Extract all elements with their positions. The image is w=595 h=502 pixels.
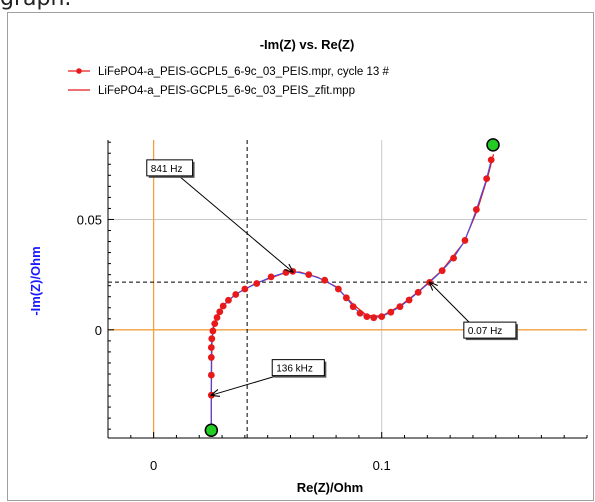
chart-title: -Im(Z) vs. Re(Z) xyxy=(260,37,355,52)
data-point xyxy=(207,344,215,351)
data-point xyxy=(487,156,495,164)
data-point xyxy=(207,354,215,361)
data-point xyxy=(387,308,395,316)
data-point xyxy=(450,254,457,262)
data-point xyxy=(370,314,378,322)
data-point xyxy=(207,371,215,379)
x-tick-label: 0.1 xyxy=(373,458,391,473)
plot-area: 0 0.1 0 0.05 841 Hz 0.07 Hz 136 kHz xyxy=(77,138,588,473)
data-point xyxy=(225,296,232,304)
annotation-box xyxy=(271,359,325,377)
caption-text: graph. xyxy=(0,0,71,11)
chart-frame: -Im(Z) vs. Re(Z) LiFePO4-a_PEIS-GCPL5_6-… xyxy=(7,12,594,501)
data-point xyxy=(414,288,422,296)
annotation-arrow xyxy=(178,175,293,272)
data-point xyxy=(461,237,469,244)
y-tick-label: 0 xyxy=(95,323,102,338)
data-point xyxy=(438,267,446,275)
legend-label-data: LiFePO4-a_PEIS-GCPL5_6-9c_03_PEIS.mpr, c… xyxy=(98,66,389,78)
x-axis-label: Re(Z)/Ohm xyxy=(297,480,363,495)
data-point xyxy=(253,280,261,287)
data-point xyxy=(241,285,249,293)
annotation-box xyxy=(146,159,194,177)
y-axis-label: -Im(Z)/Ohm xyxy=(28,246,43,315)
data-point xyxy=(356,309,364,317)
annotation-label: 841 Hz xyxy=(151,164,183,175)
data-point xyxy=(216,308,224,316)
y-tick-label: 0.05 xyxy=(77,212,102,227)
annotation-label: 0.07 Hz xyxy=(468,326,502,337)
data-series-line xyxy=(210,159,492,431)
legend: LiFePO4-a_PEIS-GCPL5_6-9c_03_PEIS.mpr, c… xyxy=(68,66,389,97)
data-point xyxy=(405,296,413,304)
annotation-box xyxy=(463,321,517,339)
data-point xyxy=(334,285,342,293)
endpoint-marker xyxy=(204,423,219,438)
data-point xyxy=(321,276,329,284)
legend-swatch-data-marker xyxy=(76,68,82,74)
annotation-arrow xyxy=(430,282,470,323)
data-point xyxy=(342,294,350,302)
fit-series-line xyxy=(210,154,495,430)
data-point xyxy=(289,267,297,275)
data-point xyxy=(208,335,216,343)
data-point xyxy=(211,320,219,328)
annotation-label: 136 kHz xyxy=(276,364,313,375)
data-point xyxy=(267,273,275,281)
data-point xyxy=(363,313,371,320)
legend-label-fit: LiFePO4-a_PEIS-GCPL5_6-9c_03_PEIS_zfit.m… xyxy=(98,85,355,97)
data-point xyxy=(282,269,290,276)
data-point xyxy=(396,303,404,311)
data-point xyxy=(219,302,227,310)
data-point xyxy=(349,303,357,311)
impedance-chart: -Im(Z) vs. Re(Z) LiFePO4-a_PEIS-GCPL5_6-… xyxy=(28,37,588,495)
data-point xyxy=(483,175,491,183)
endpoint-marker xyxy=(486,138,500,152)
data-point xyxy=(472,206,480,213)
data-point xyxy=(209,327,217,335)
data-point xyxy=(232,291,240,298)
x-tick-label: 0 xyxy=(150,458,157,473)
data-point xyxy=(305,271,313,279)
annotation-arrow xyxy=(211,375,278,396)
data-point xyxy=(213,314,221,321)
data-point xyxy=(378,313,386,320)
